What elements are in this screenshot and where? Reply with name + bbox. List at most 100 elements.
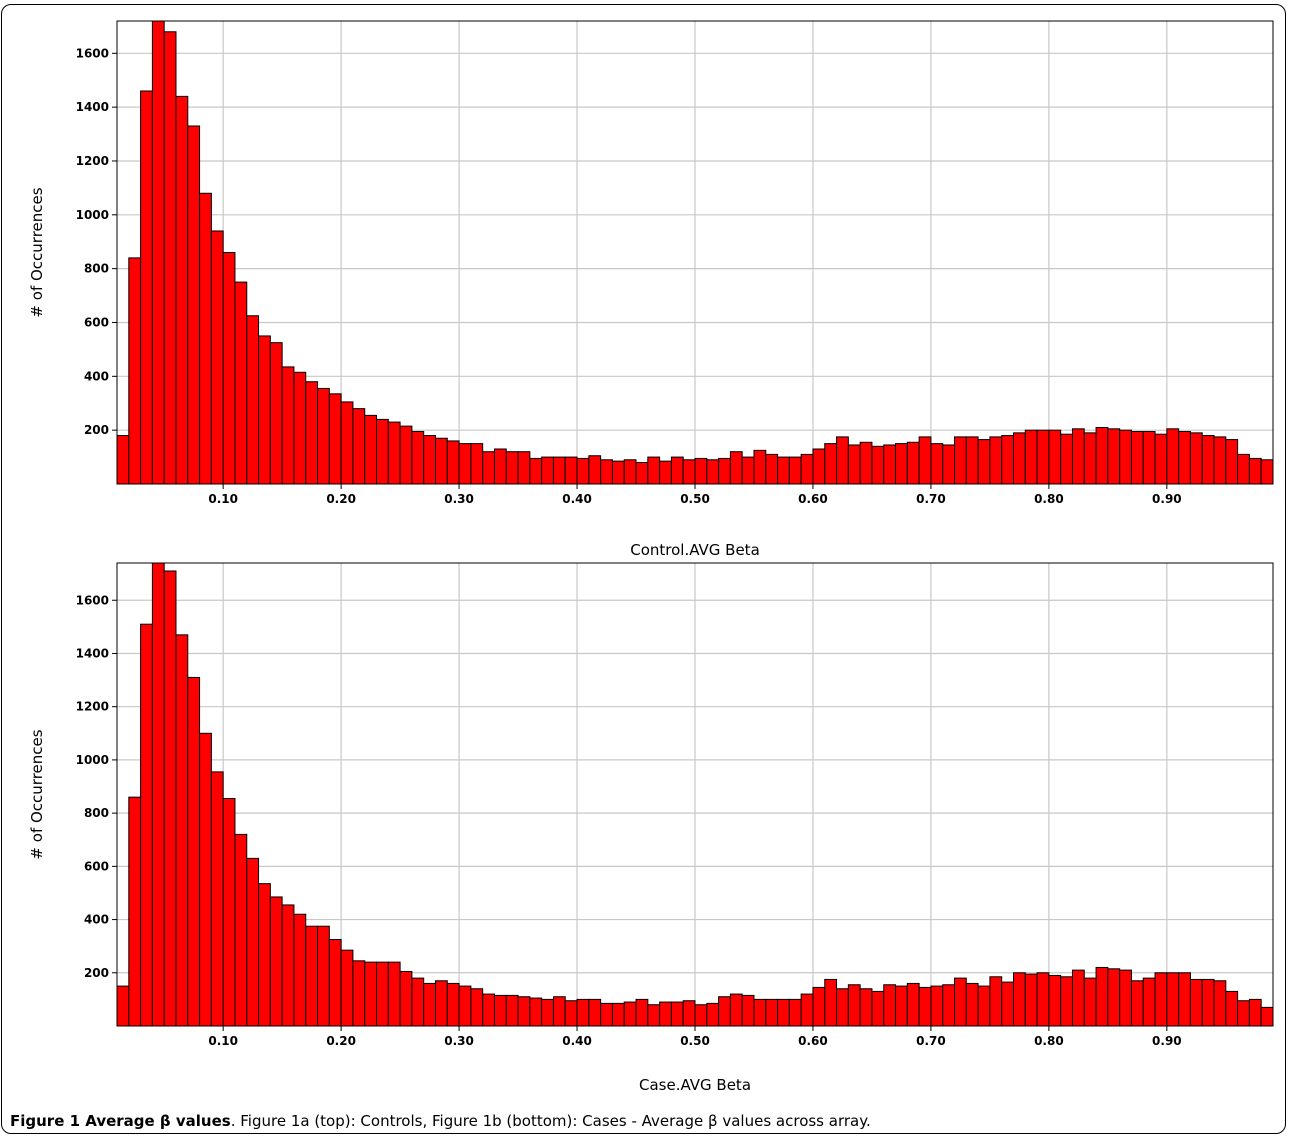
control-histogram-bar (1260, 459, 1274, 485)
case-histogram-bar (564, 1000, 578, 1027)
control-histogram-bar (847, 444, 861, 485)
case-y-tick-label: 600 (84, 859, 109, 873)
control-x-tick-label: 0.80 (1034, 492, 1064, 506)
control-histogram-bar (635, 461, 649, 485)
control-histogram-bar (1154, 433, 1168, 485)
case-histogram-bar (1225, 990, 1239, 1027)
case-histogram-bar (989, 976, 1003, 1027)
case-histogram-bar (399, 970, 413, 1027)
case-histogram-bar (623, 1001, 637, 1027)
case-histogram-bar (199, 732, 212, 1027)
case-histogram-bar (906, 982, 920, 1027)
case-histogram-bar (859, 988, 873, 1027)
case-histogram-bar (635, 998, 649, 1027)
control-histogram-bar (930, 443, 944, 485)
case-y-tick-label: 1600 (76, 593, 109, 607)
case-histogram-bar (1001, 981, 1014, 1027)
control-x-tick-label: 0.70 (916, 492, 946, 506)
control-x-tick-label: 0.90 (1152, 492, 1182, 506)
control-x-tick-label: 0.50 (680, 492, 710, 506)
case-histogram-bar (1048, 974, 1062, 1027)
control-histogram-bar (1036, 429, 1050, 485)
control-histogram-bar (1178, 431, 1191, 485)
case-histogram-bar (1036, 972, 1050, 1027)
control-histogram-bar (1119, 429, 1132, 485)
control-x-tick-label: 0.30 (444, 492, 474, 506)
control-histogram-bar (895, 443, 908, 485)
case-histogram-bar (883, 984, 897, 1027)
control-y-axis-label: # of Occurrences (28, 187, 46, 317)
control-bars (116, 20, 1274, 485)
control-histogram-bar (423, 435, 436, 485)
case-histogram-bar (1130, 980, 1144, 1027)
control-histogram-bar (328, 393, 342, 485)
figure-frame (1, 4, 1286, 1134)
control-histogram-bar (965, 436, 979, 485)
case-x-tick-label: 0.60 (798, 1034, 828, 1048)
control-histogram-bar (305, 381, 319, 485)
control-histogram-bar (529, 457, 543, 485)
control-histogram-bar (576, 457, 590, 485)
control-histogram-bar (564, 456, 578, 485)
case-histogram-bar (128, 796, 142, 1027)
control-histogram-bar (942, 444, 956, 485)
control-histogram-bar (647, 456, 661, 485)
control-y-tick-label: 1200 (76, 154, 109, 168)
control-histogram-bar (434, 437, 448, 485)
case-histogram-bar (116, 985, 130, 1027)
case-histogram-bar (387, 961, 401, 1027)
control-histogram-bar (1095, 426, 1109, 485)
case-histogram-bar (895, 985, 908, 1027)
case-histogram-bar (1071, 969, 1085, 1027)
case-histogram-bar (800, 993, 814, 1027)
control-histogram-bar (1083, 432, 1097, 485)
control-histogram-bar (729, 451, 743, 485)
case-x-tick-label: 0.80 (1034, 1034, 1064, 1048)
control-histogram-bar (1071, 428, 1085, 485)
case-histogram-bar (600, 1002, 613, 1027)
case-histogram-bar (659, 1001, 672, 1027)
case-histogram-bar (446, 982, 460, 1027)
control-histogram-bar (1130, 431, 1144, 485)
control-histogram-bar (977, 439, 991, 485)
control-histogram-bar (552, 456, 566, 485)
case-histogram-bar (847, 984, 861, 1027)
case-histogram-bar (1248, 998, 1262, 1027)
control-histogram-bar (269, 342, 283, 485)
control-histogram-bar (694, 457, 708, 485)
case-histogram-bar (352, 960, 366, 1027)
case-histogram-bar (824, 978, 838, 1027)
case-y-ticks: 200 400 600 800 1000 1200 1400 1600 (76, 593, 117, 980)
control-x-tick-label: 0.20 (326, 492, 356, 506)
control-histogram-bar (210, 230, 224, 485)
control-histogram-bar (246, 315, 260, 485)
control-y-tick-label: 1400 (76, 100, 109, 114)
case-y-tick-label: 400 (84, 913, 109, 927)
case-histogram-bar (682, 1000, 696, 1027)
case-histogram-bar (482, 993, 495, 1027)
control-histogram-bar (505, 451, 519, 485)
case-x-axis-label: Case.AVG Beta (639, 1076, 751, 1094)
case-histogram-bar (694, 1004, 708, 1027)
control-histogram-bar (765, 453, 779, 485)
control-histogram-bar (623, 459, 637, 485)
control-histogram-bar (883, 444, 897, 485)
case-histogram-bar (328, 939, 342, 1027)
control-histogram-bar (989, 436, 1003, 485)
case-histogram-bar (1166, 972, 1180, 1027)
case-histogram-bar (281, 904, 295, 1027)
case-x-tick-label: 0.20 (326, 1034, 356, 1048)
case-y-axis-label: # of Occurrences (28, 729, 46, 859)
case-histogram-bar (1201, 978, 1215, 1027)
case-histogram-bar (788, 998, 802, 1027)
control-histogram-bar (741, 456, 755, 485)
case-histogram-bar (588, 998, 602, 1027)
control-histogram-bar (458, 443, 472, 485)
control-histogram-bar (824, 443, 838, 485)
case-histogram-bar (541, 998, 554, 1027)
case-histogram-bar (1154, 972, 1168, 1027)
control-histogram-bar (140, 90, 153, 485)
case-histogram-bar (1260, 1006, 1274, 1027)
control-histogram-bar (446, 440, 460, 485)
case-y-tick-label: 1000 (76, 753, 109, 767)
